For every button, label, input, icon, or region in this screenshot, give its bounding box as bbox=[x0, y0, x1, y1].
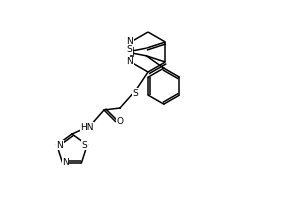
Text: N: N bbox=[56, 141, 63, 150]
Text: S: S bbox=[81, 141, 87, 150]
Text: HN: HN bbox=[80, 122, 94, 132]
Text: N: N bbox=[126, 58, 133, 66]
Text: S: S bbox=[132, 88, 138, 98]
Text: S: S bbox=[127, 46, 133, 54]
Text: O: O bbox=[116, 117, 124, 127]
Text: N: N bbox=[62, 158, 69, 167]
Text: N: N bbox=[126, 38, 133, 46]
